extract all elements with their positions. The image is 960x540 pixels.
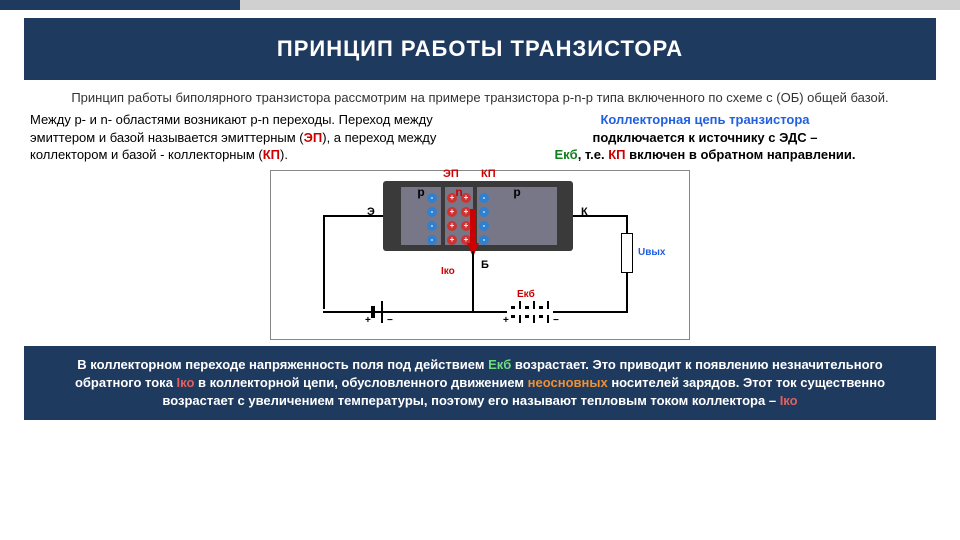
- circuit-diagram: p n p - - - - + + + + + + + + - - - - Э …: [270, 170, 690, 340]
- right-text: Коллекторная цепь транзистора подключает…: [480, 111, 930, 164]
- intro-text: Принцип работы биполярного транзистора р…: [0, 88, 960, 107]
- page-title: ПРИНЦИП РАБОТЫ ТРАНЗИСТОРА: [24, 18, 936, 80]
- left-text: Между р- и n- областями возникают p-n пе…: [30, 111, 480, 164]
- footer-text: В коллекторном переходе напряженность по…: [24, 346, 936, 421]
- transistor-body: p n p - - - - + + + + + + + + - - - -: [383, 181, 573, 251]
